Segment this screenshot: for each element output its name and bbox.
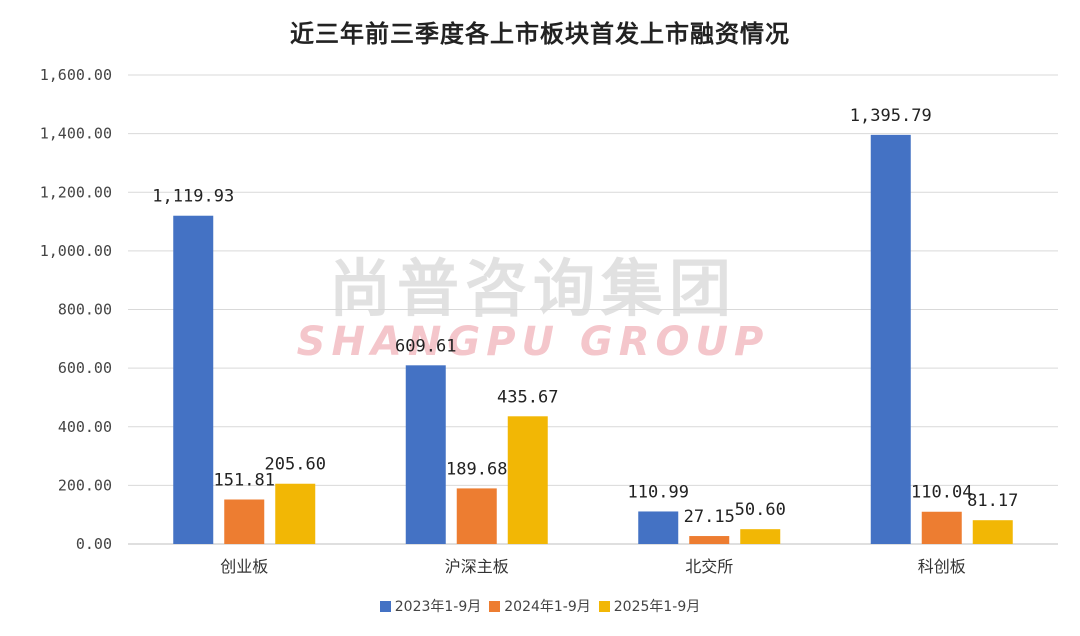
- data-label: 1,395.79: [850, 106, 932, 126]
- watermark: 尚普咨询集团 SHANGPU GROUP: [297, 252, 770, 365]
- bars: [173, 134, 1013, 544]
- y-tick-label: 1,400.00: [40, 125, 112, 143]
- chart-title: 近三年前三季度各上市板块首发上市融资情况: [290, 20, 790, 48]
- bar: [507, 416, 548, 544]
- bar: [972, 520, 1013, 544]
- bar: [638, 511, 679, 544]
- watermark-cn: 尚普咨询集团: [329, 252, 737, 325]
- bar: [173, 215, 214, 544]
- legend-label: 2025年1-9月: [613, 599, 701, 615]
- data-label: 189.68: [446, 459, 507, 479]
- y-tick-label: 400.00: [58, 418, 112, 436]
- data-label: 81.17: [967, 491, 1018, 511]
- bar: [870, 134, 911, 544]
- legend-item: 2025年1-9月: [598, 596, 701, 616]
- category-label: 科创板: [918, 557, 966, 576]
- data-label: 151.81: [214, 471, 275, 491]
- legend-label: 2024年1-9月: [504, 599, 591, 615]
- data-label: 205.60: [265, 455, 326, 475]
- data-label: 1,119.93: [152, 187, 234, 207]
- data-label: 609.61: [395, 336, 456, 356]
- y-tick-label: 0.00: [76, 535, 112, 553]
- data-label: 27.15: [684, 507, 735, 527]
- data-label: 110.04: [911, 483, 972, 503]
- legend-swatch: [489, 601, 501, 612]
- bar: [921, 511, 962, 544]
- bar: [689, 536, 730, 544]
- data-label: 110.99: [628, 482, 689, 502]
- legend-swatch: [379, 601, 391, 612]
- legend-item: 2023年1-9月: [379, 596, 482, 616]
- legend-swatch: [598, 601, 610, 612]
- y-tick-label: 200.00: [58, 476, 112, 494]
- bar: [275, 483, 316, 544]
- y-tick-label: 1,200.00: [40, 183, 112, 201]
- legend-item: 2024年1-9月: [489, 596, 591, 616]
- bar: [224, 499, 265, 544]
- data-label: 50.60: [735, 500, 786, 520]
- category-label: 沪深主板: [445, 557, 509, 576]
- y-tick-label: 1,000.00: [40, 242, 112, 260]
- watermark-en: SHANGPU GROUP: [297, 319, 770, 365]
- bar: [405, 365, 446, 544]
- category-label: 创业板: [220, 557, 268, 576]
- y-tick-label: 800.00: [58, 301, 112, 319]
- x-axis-categories: 创业板 沪深主板 北交所 科创板: [220, 557, 966, 576]
- y-axis-ticks: 0.00 200.00 400.00 600.00 800.00 1,000.00 1,20…: [40, 66, 112, 553]
- y-tick-label: 1,600.00: [40, 66, 112, 84]
- y-tick-label: 600.00: [58, 359, 112, 377]
- data-label: 435.67: [497, 387, 558, 407]
- legend-label: 2023年1-9月: [394, 599, 482, 615]
- legend: 2023年1-9月 2024年1-9月 2025年1-9月: [0, 596, 1080, 616]
- bar: [456, 488, 497, 544]
- bar: [740, 529, 781, 544]
- category-label: 北交所: [685, 557, 733, 576]
